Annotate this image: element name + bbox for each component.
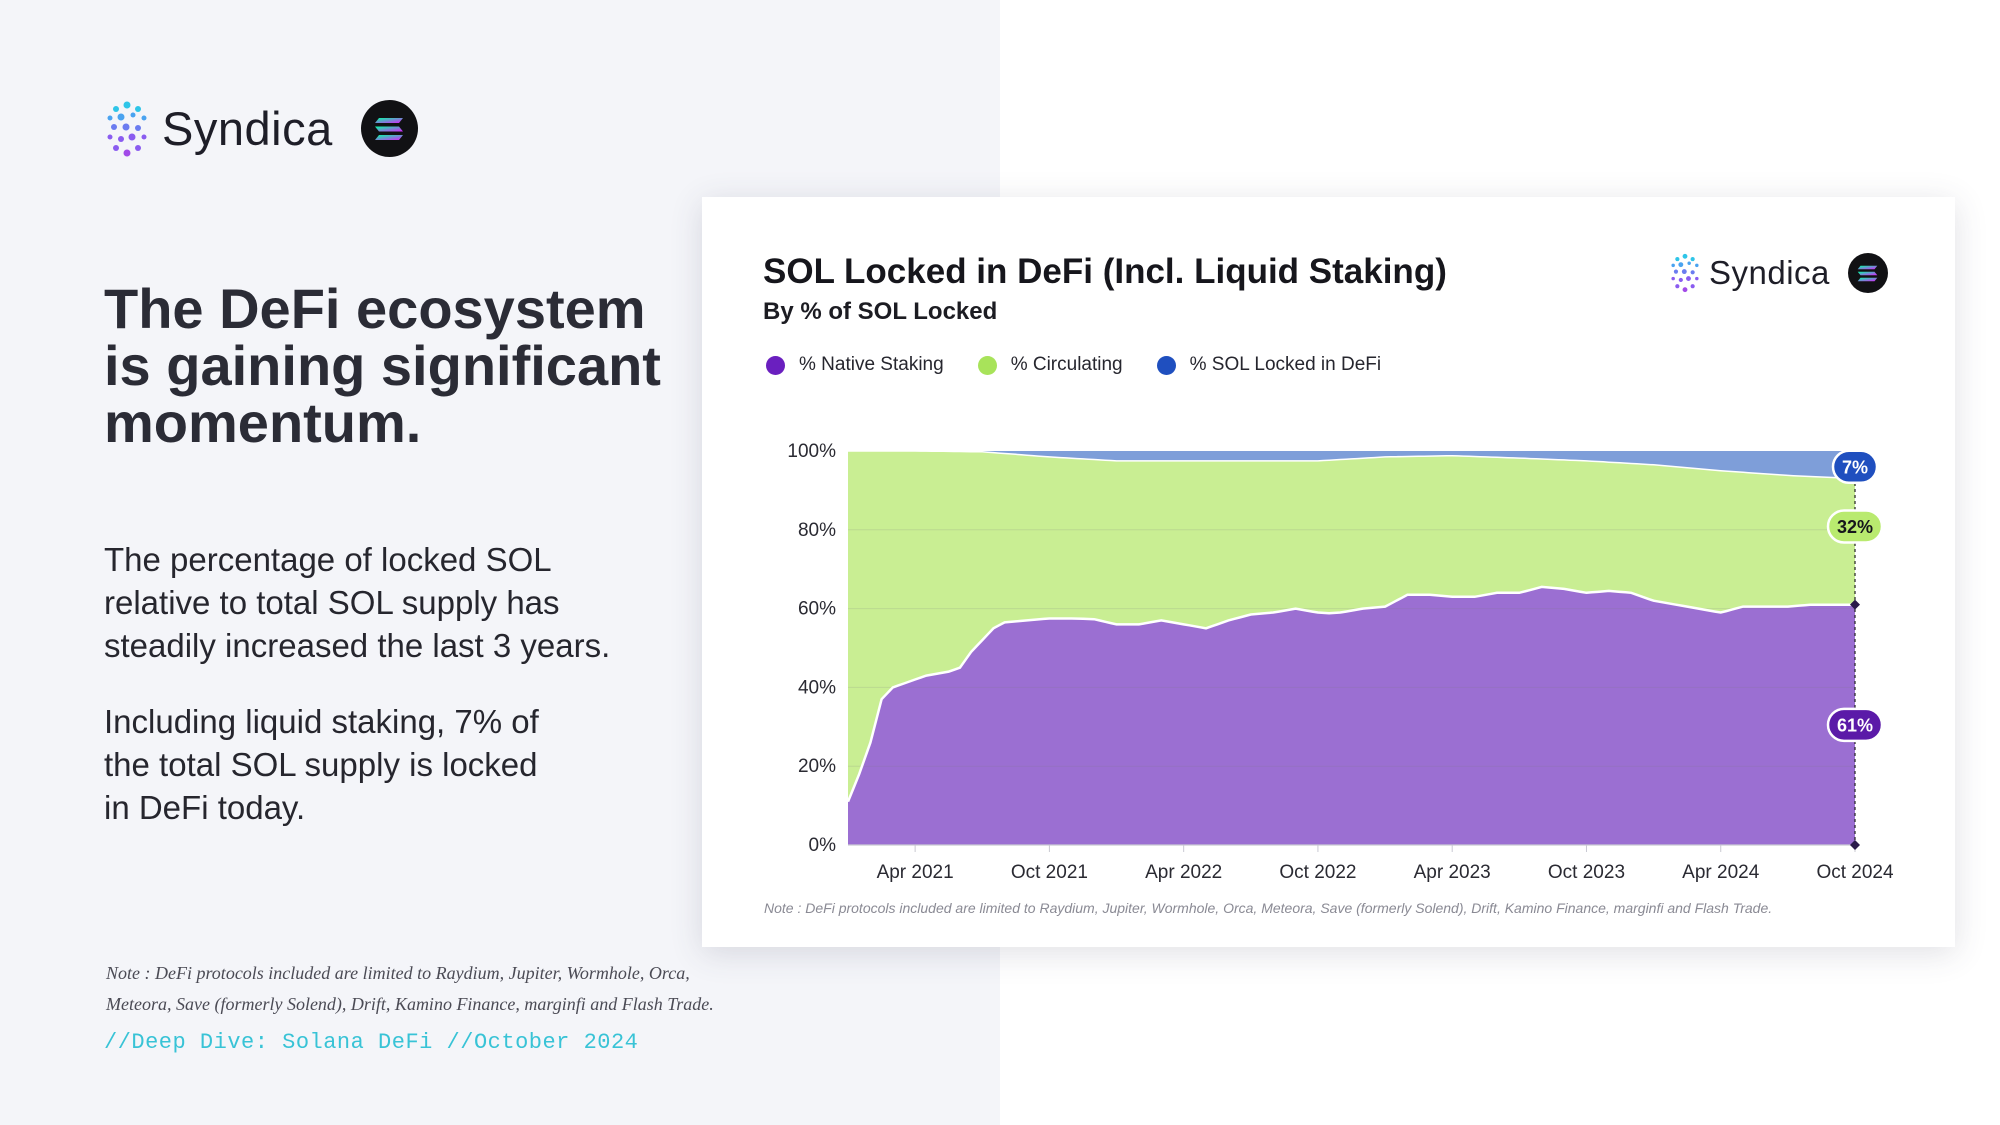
logo-dot (1682, 287, 1688, 293)
logo-dot (135, 124, 141, 131)
logo-dot (122, 123, 130, 130)
y-tick-label: 80% (798, 520, 836, 541)
logo-dot (1690, 270, 1695, 275)
logo-dot (1675, 257, 1680, 262)
logo-dot (107, 134, 113, 139)
area-sol-locked-in-defi (848, 451, 1855, 479)
logo-dot (111, 123, 117, 130)
left-note: Note : DeFi protocols included are limit… (106, 963, 714, 1014)
endpoint-label-circulating-pill (1826, 509, 1884, 544)
logo-dot (117, 113, 125, 120)
logo-dot (135, 105, 141, 112)
paragraph-liquid-staking: Including liquid staking, 7% of the tota… (104, 703, 539, 826)
endpoint-diamond (1850, 840, 1860, 850)
area-native-staking (848, 586, 1855, 845)
stacked-area-chart: 0% 20% 40% 60% 80% 100% Apr 2021 Oct 2021 Apr 20… (787, 441, 1894, 883)
defi-boundary-line (848, 450, 1856, 480)
chart-card: SOL Locked in DeFi (Incl. Liquid Staking… (702, 197, 1955, 947)
logo-dot (130, 112, 136, 117)
chart-legend: % Native Staking % Circulating % SOL Loc… (766, 354, 1415, 376)
x-tick-label: Apr 2024 (1682, 862, 1760, 883)
card-solana-badge (1847, 253, 1888, 293)
endpoint-diamond (1850, 599, 1860, 610)
logo-dot (1671, 263, 1675, 268)
legend-label: % Circulating (1010, 354, 1123, 375)
logo-dot (113, 105, 119, 112)
x-tick-label: Apr 2021 (877, 862, 954, 883)
chart-title: SOL Locked in DeFi (Incl. Liquid Staking… (763, 252, 1447, 291)
x-tick-label: Oct 2022 (1279, 862, 1356, 883)
logo-dot (1673, 269, 1679, 274)
x-tick-label: Apr 2022 (1145, 862, 1222, 883)
solana-icon (375, 117, 404, 140)
logo-dot (1678, 262, 1684, 268)
legend-item-defi[interactable]: % SOL Locked in DeFi (1156, 354, 1382, 376)
brand-logo: Syndica (104, 100, 418, 157)
logo-dot (1695, 263, 1699, 268)
endpoint-label-native-staking: 61% (1837, 715, 1873, 735)
legend-dot-defi (1156, 355, 1176, 375)
solana-badge (360, 100, 418, 157)
logo-dot (123, 149, 131, 156)
logo-dot (1678, 277, 1683, 283)
syndica-logo-icon (107, 101, 147, 156)
brand-name: Syndica (162, 102, 333, 155)
chart-subtitle: By % of SOL Locked (763, 298, 998, 325)
logo-dot (1687, 261, 1691, 265)
chart-note: Note : DeFi protocols included are limit… (764, 900, 1773, 916)
paragraph-locked-sol: The percentage of locked SOL relative to… (104, 541, 611, 664)
logo-dot (1686, 276, 1691, 281)
logo-dot (107, 115, 113, 120)
logo-dot (1690, 257, 1695, 262)
logo-dot (123, 101, 131, 108)
deep-dive-footer: //Deep Dive: Solana DeFi //October 2024 (104, 1030, 639, 1055)
logo-dot (1695, 276, 1699, 281)
logo-dot (141, 115, 147, 120)
logo-dot (128, 133, 136, 140)
endpoint-label-defi-pill (1831, 449, 1879, 485)
x-tick-label: Oct 2023 (1548, 862, 1625, 883)
x-tick-label: Apr 2023 (1414, 862, 1491, 883)
endpoint-label-circulating: 32% (1837, 517, 1873, 537)
legend-item-circulating[interactable]: % Circulating (977, 354, 1123, 376)
logo-dot (141, 134, 147, 139)
legend-dot-circulating (977, 355, 997, 375)
area-circulating (848, 451, 1855, 802)
legend-item-native-staking[interactable]: % Native Staking (766, 354, 944, 376)
card-brand-logo: Syndica (1669, 253, 1888, 293)
y-tick-label: 60% (798, 599, 836, 620)
logo-dot (1690, 284, 1695, 289)
logo-dot (135, 144, 141, 151)
logo-dot (113, 144, 119, 151)
legend-label: % Native Staking (799, 354, 944, 375)
endpoint-label-defi: 7% (1842, 457, 1868, 477)
headline: The DeFi ecosystem is gaining significan… (104, 277, 661, 454)
logo-dot (118, 135, 124, 142)
logo-dot (1681, 269, 1687, 275)
legend-label: % SOL Locked in DeFi (1189, 354, 1382, 375)
logo-dot (1671, 276, 1675, 281)
y-tick-label: 0% (809, 835, 837, 856)
y-tick-label: 20% (798, 756, 836, 777)
syndica-logo-icon (1671, 253, 1699, 293)
logo-dot (1682, 253, 1688, 259)
x-tick-label: Oct 2021 (1011, 862, 1088, 883)
logo-dot (1675, 284, 1680, 289)
solana-icon (1858, 265, 1878, 281)
endpoint-label-native-staking-pill (1826, 707, 1884, 743)
native-staking-line (846, 585, 1855, 803)
legend-dot-native-staking (766, 355, 785, 375)
x-tick-label: Oct 2024 (1816, 862, 1894, 883)
y-tick-label: 100% (787, 441, 836, 462)
y-tick-label: 40% (798, 677, 836, 698)
card-brand-name: Syndica (1709, 254, 1830, 291)
